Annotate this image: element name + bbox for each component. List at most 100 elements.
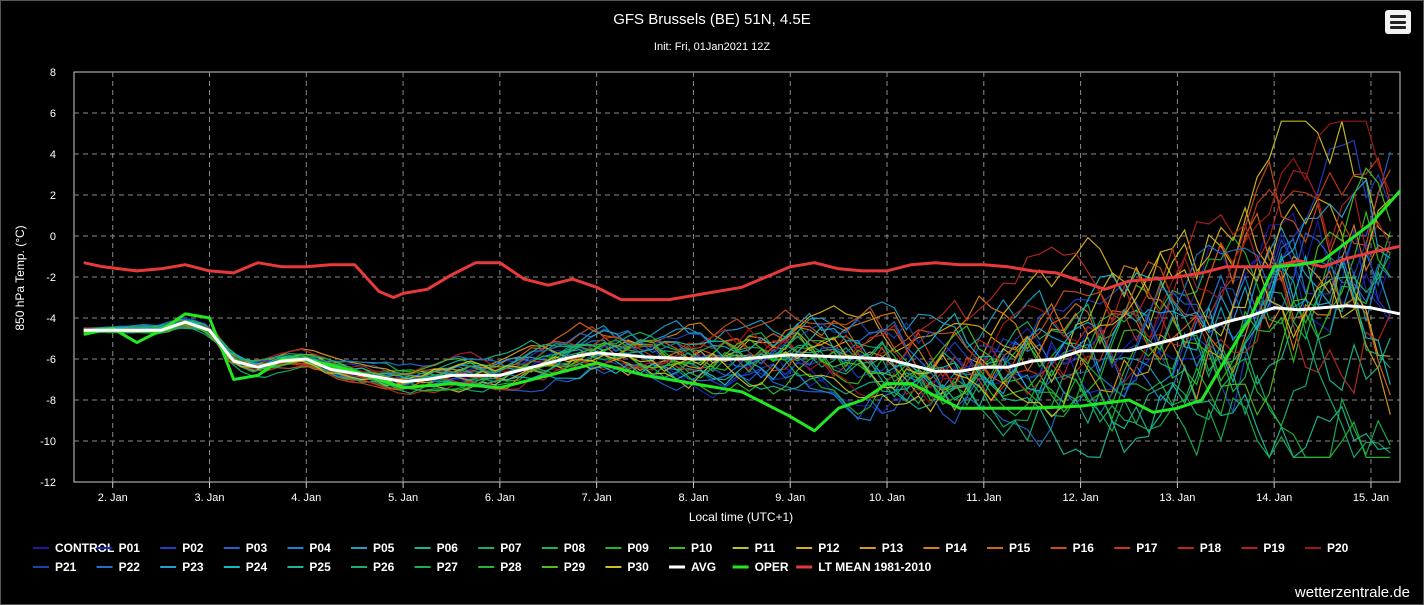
legend-item-p29[interactable]: P29 [541, 560, 586, 574]
legend-label: P07 [500, 541, 522, 555]
y-tick-label: -4 [46, 313, 56, 325]
legend-item-p24[interactable]: P24 [223, 560, 268, 574]
y-tick-label: 2 [50, 190, 56, 202]
legend-label: CONTROL [55, 541, 114, 555]
legend-label: P27 [437, 560, 459, 574]
legend-item-p21[interactable]: P21 [33, 560, 77, 574]
legend-label: P16 [1073, 541, 1095, 555]
x-tick-label: 13. Jan [1159, 492, 1195, 504]
y-tick-label: 6 [50, 108, 56, 120]
legend-item-p08[interactable]: P08 [541, 541, 586, 555]
legend-item-oper[interactable]: OPER [732, 560, 789, 574]
legend-label: P24 [246, 560, 268, 574]
member-line-p25 [83, 319, 1391, 459]
member-line-p02 [83, 139, 1391, 414]
series-line-oper [83, 189, 1402, 433]
x-tick-label: 12. Jan [1063, 492, 1099, 504]
y-tick-label: -10 [40, 436, 56, 448]
legend-label: P26 [373, 560, 395, 574]
legend-item-p30[interactable]: P30 [605, 560, 649, 574]
legend-label: P09 [627, 541, 649, 555]
y-axis-ticks: 8 6 4 2 0 -2 -4 -6 -8 -10 -12 [40, 67, 56, 489]
legend-label: AVG [691, 560, 716, 574]
legend-item-p26[interactable]: P26 [351, 560, 395, 574]
legend-item-p19[interactable]: P19 [1241, 541, 1285, 555]
member-line-p30 [83, 198, 1391, 418]
y-tick-label: 8 [50, 67, 56, 79]
legend-item-p12[interactable]: P12 [796, 541, 840, 555]
legend-item-p02[interactable]: P02 [160, 541, 204, 555]
legend-item-p14[interactable]: P14 [923, 541, 967, 555]
x-axis-title: Local time (UTC+1) [689, 510, 793, 524]
series-line-avg [83, 304, 1401, 384]
legend-item-p28[interactable]: P28 [478, 560, 522, 574]
legend-item-p23[interactable]: P23 [160, 560, 204, 574]
x-tick-label: 3. Jan [195, 492, 225, 504]
legend-item-p03[interactable]: P03 [223, 541, 268, 555]
legend-label: P25 [309, 560, 331, 574]
legend-label: P19 [1263, 541, 1285, 555]
legend-label: P03 [246, 541, 268, 555]
legend-label: P05 [373, 541, 395, 555]
legend-item-p25[interactable]: P25 [287, 560, 331, 574]
legend-label: P02 [182, 541, 204, 555]
legend-label: P15 [1009, 541, 1031, 555]
legend-item-p01[interactable]: P01 [96, 541, 141, 555]
legend-label: P04 [309, 541, 331, 555]
member-line-p28 [83, 324, 1391, 458]
legend-label: P17 [1136, 541, 1158, 555]
legend-item-p18[interactable]: P18 [1177, 541, 1222, 555]
member-line-p27 [83, 319, 1391, 459]
x-tick-label: 9. Jan [775, 492, 805, 504]
x-tick-label: 4. Jan [291, 492, 321, 504]
legend-item-lt-mean-1981-2010[interactable]: LT MEAN 1981-2010 [796, 560, 932, 574]
legend-item-p22[interactable]: P22 [96, 560, 141, 574]
legend-label: OPER [755, 560, 789, 574]
y-tick-label: -6 [46, 354, 56, 366]
legend-item-p15[interactable]: P15 [987, 541, 1031, 555]
credit-text[interactable]: wetterzentrale.de [1294, 584, 1410, 601]
legend-label: P13 [882, 541, 904, 555]
legend-label: P23 [182, 560, 204, 574]
x-tick-label: 15. Jan [1353, 492, 1389, 504]
legend-item-p09[interactable]: P09 [605, 541, 649, 555]
hamburger-menu-icon[interactable] [1385, 10, 1411, 34]
legend-item-p11[interactable]: P11 [732, 541, 776, 555]
x-tick-label: 2. Jan [98, 492, 128, 504]
x-tick-label: 10. Jan [869, 492, 905, 504]
y-axis-title: 850 hPa Temp. (°C) [13, 225, 27, 330]
member-line-p07 [83, 265, 1391, 459]
legend-label: P18 [1200, 541, 1222, 555]
legend-item-avg[interactable]: AVG [669, 560, 716, 574]
series-line-lt-mean-1981-2010 [83, 244, 1401, 302]
legend-item-p13[interactable]: P13 [859, 541, 904, 555]
legend-item-p10[interactable]: P10 [669, 541, 713, 555]
y-tick-label: -12 [40, 477, 56, 489]
legend-label: P01 [119, 541, 141, 555]
legend-item-control[interactable]: CONTROL [33, 541, 114, 555]
legend-item-p04[interactable]: P04 [287, 541, 331, 555]
legend-item-p07[interactable]: P07 [478, 541, 522, 555]
x-axis-ticks: 2. Jan 3. Jan 4. Jan 5. Jan 6. Jan 7. Jan 8. J… [98, 482, 1389, 504]
legend-item-p06[interactable]: P06 [414, 541, 459, 555]
x-tick-label: 5. Jan [388, 492, 418, 504]
y-tick-label: -2 [46, 272, 56, 284]
member-line-p16 [83, 159, 1391, 390]
legend-label: P21 [55, 560, 77, 574]
legend-label: P11 [755, 541, 776, 555]
x-tick-label: 7. Jan [582, 492, 612, 504]
chart-subtitle: Init: Fri, 01Jan2021 12Z [654, 41, 770, 53]
legend-item-p27[interactable]: P27 [414, 560, 459, 574]
legend-item-p16[interactable]: P16 [1050, 541, 1095, 555]
legend-label: P12 [818, 541, 840, 555]
legend-label: P30 [627, 560, 649, 574]
legend-item-p05[interactable]: P05 [351, 541, 395, 555]
legend-label: P28 [500, 560, 522, 574]
legend-item-p17[interactable]: P17 [1114, 541, 1158, 555]
legend-label: P20 [1327, 541, 1349, 555]
x-tick-label: 8. Jan [678, 492, 708, 504]
x-tick-label: 14. Jan [1256, 492, 1292, 504]
legend-item-p20[interactable]: P20 [1305, 541, 1349, 555]
member-line-p17 [83, 156, 1391, 402]
chart-title: GFS Brussels (BE) 51N, 4.5E [613, 11, 811, 28]
